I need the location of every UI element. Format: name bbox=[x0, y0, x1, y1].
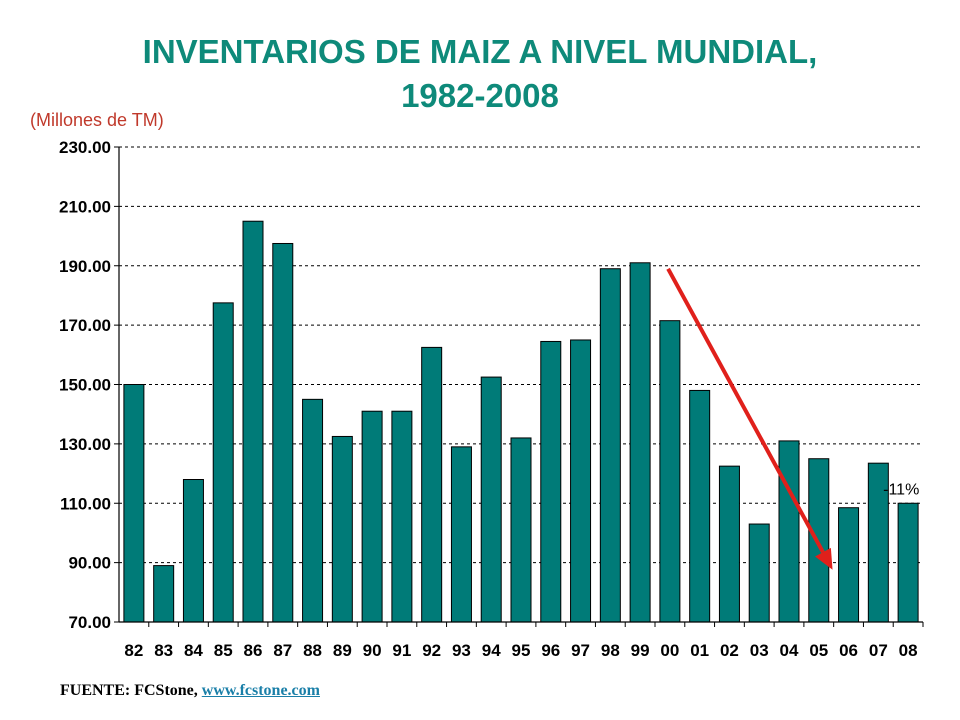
bar bbox=[570, 339, 592, 623]
bar bbox=[599, 268, 621, 623]
x-tick-label: 82 bbox=[124, 641, 143, 660]
bar bbox=[361, 410, 383, 623]
source-link[interactable]: www.fcstone.com bbox=[201, 682, 320, 699]
source-note: FUENTE: FCStone, www.fcstone.com bbox=[60, 682, 320, 700]
x-tick-label: 97 bbox=[571, 641, 590, 660]
source-prefix: FUENTE: FCStone, bbox=[60, 682, 202, 699]
x-tick-label: 99 bbox=[631, 641, 650, 660]
x-tick-label: 95 bbox=[512, 641, 531, 660]
bar bbox=[718, 465, 740, 623]
x-tick-label: 88 bbox=[303, 641, 322, 660]
x-tick-label: 07 bbox=[869, 641, 888, 660]
unit-label: (Millones de TM) bbox=[30, 110, 164, 130]
bar bbox=[778, 440, 800, 623]
x-tick-label: 87 bbox=[273, 641, 292, 660]
bar bbox=[391, 410, 413, 623]
bar bbox=[510, 437, 532, 623]
x-tick-label: 91 bbox=[392, 641, 411, 660]
y-tick-label: 90.00 bbox=[68, 554, 111, 573]
bar bbox=[629, 262, 651, 623]
x-tick-label: 94 bbox=[482, 641, 501, 660]
title-line-1: INVENTARIOS DE MAIZ A NIVEL MUNDIAL, bbox=[142, 33, 818, 70]
bar bbox=[302, 398, 324, 623]
x-tick-label: 86 bbox=[244, 641, 263, 660]
x-tick-label: 89 bbox=[333, 641, 352, 660]
bar bbox=[421, 346, 443, 623]
y-tick-label: 190.00 bbox=[59, 257, 111, 276]
bar bbox=[659, 320, 681, 623]
x-tick-label: 04 bbox=[780, 641, 799, 660]
x-tick-label: 03 bbox=[750, 641, 769, 660]
x-tick-label: 08 bbox=[899, 641, 918, 660]
bar bbox=[272, 242, 294, 623]
y-tick-label: 130.00 bbox=[59, 435, 111, 454]
bar bbox=[123, 384, 145, 623]
trend-arrow-line bbox=[666, 267, 825, 554]
title-line-2: 1982-2008 bbox=[401, 77, 559, 114]
x-tick-label: 96 bbox=[541, 641, 560, 660]
x-tick-label: 83 bbox=[154, 641, 173, 660]
bar bbox=[480, 376, 502, 623]
chart-title: INVENTARIOS DE MAIZ A NIVEL MUNDIAL, 198… bbox=[0, 30, 960, 118]
y-tick-label: 70.00 bbox=[68, 613, 111, 632]
bar bbox=[450, 446, 472, 623]
x-tick-label: 00 bbox=[660, 641, 679, 660]
x-tick-label: 02 bbox=[720, 641, 739, 660]
bar bbox=[242, 220, 264, 623]
y-tick-label: 170.00 bbox=[59, 316, 111, 335]
bar bbox=[897, 502, 919, 623]
bar bbox=[838, 507, 860, 623]
y-tick-label: 210.00 bbox=[59, 197, 111, 216]
x-tick-label: 06 bbox=[839, 641, 858, 660]
x-tick-label: 85 bbox=[214, 641, 233, 660]
x-tick-label: 05 bbox=[809, 641, 828, 660]
y-tick-label: 110.00 bbox=[60, 494, 111, 513]
annotation-label: -11% bbox=[883, 481, 919, 498]
x-tick-label: 92 bbox=[422, 641, 441, 660]
bar bbox=[689, 389, 711, 623]
x-tick-label: 01 bbox=[690, 641, 709, 660]
bar bbox=[748, 523, 770, 623]
bar bbox=[212, 302, 234, 623]
bar bbox=[182, 479, 204, 623]
y-tick-label: 230.00 bbox=[59, 138, 111, 157]
bar bbox=[540, 340, 562, 623]
bar bbox=[153, 565, 175, 623]
trend-arrow-head bbox=[815, 547, 833, 570]
x-tick-label: 98 bbox=[601, 641, 620, 660]
bar bbox=[331, 435, 353, 623]
x-tick-label: 93 bbox=[452, 641, 471, 660]
x-tick-label: 84 bbox=[184, 641, 203, 660]
x-tick-label: 90 bbox=[363, 641, 382, 660]
y-tick-label: 150.00 bbox=[59, 376, 111, 395]
